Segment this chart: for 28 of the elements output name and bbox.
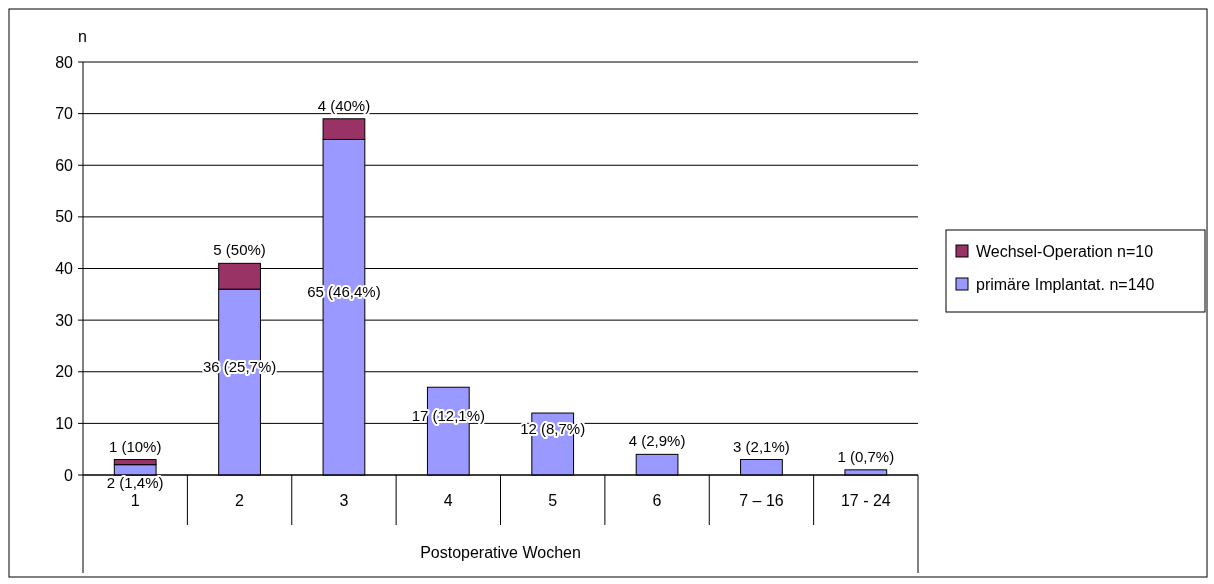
data-label: 3 (2,1%) <box>733 437 790 455</box>
x-tick-label: 1 <box>130 492 140 509</box>
y-tick-label: 40 <box>55 260 74 278</box>
data-label: 4 (40%) <box>317 96 371 114</box>
x-tick-label: 17 - 24 <box>840 492 891 509</box>
x-tick-label: 2 <box>235 492 245 509</box>
data-label: 1 (10%) <box>108 437 162 455</box>
y-tick-label: 30 <box>55 311 74 329</box>
y-tick-label: 10 <box>55 414 74 432</box>
x-axis-title: Postoperative Wochen <box>420 544 581 561</box>
x-tick-label: 6 <box>652 492 662 509</box>
x-tick-label: 3 <box>339 492 349 509</box>
y-tick-label: 70 <box>55 105 74 123</box>
y-tick-label: 0 <box>64 466 74 484</box>
y-tick-label: 80 <box>55 53 74 71</box>
x-tick-label: 4 <box>443 492 453 509</box>
y-axis-title: n <box>78 28 87 45</box>
data-label: 4 (2,9%) <box>628 432 686 450</box>
data-label: 1 (0,7%) <box>837 447 895 465</box>
y-tick-label: 60 <box>55 156 74 174</box>
y-tick-label: 20 <box>55 363 74 381</box>
legend-label: Wechsel-Operation n=10 <box>976 242 1154 260</box>
x-tick-label: 7 – 16 <box>739 492 784 509</box>
x-tick-label: 5 <box>548 492 558 509</box>
data-label: 2 (1,4%) <box>106 474 164 491</box>
data-label: 5 (50%) <box>213 241 266 259</box>
legend-label: primäre Implantat. n=140 <box>976 275 1155 293</box>
y-tick-label: 50 <box>55 208 74 226</box>
